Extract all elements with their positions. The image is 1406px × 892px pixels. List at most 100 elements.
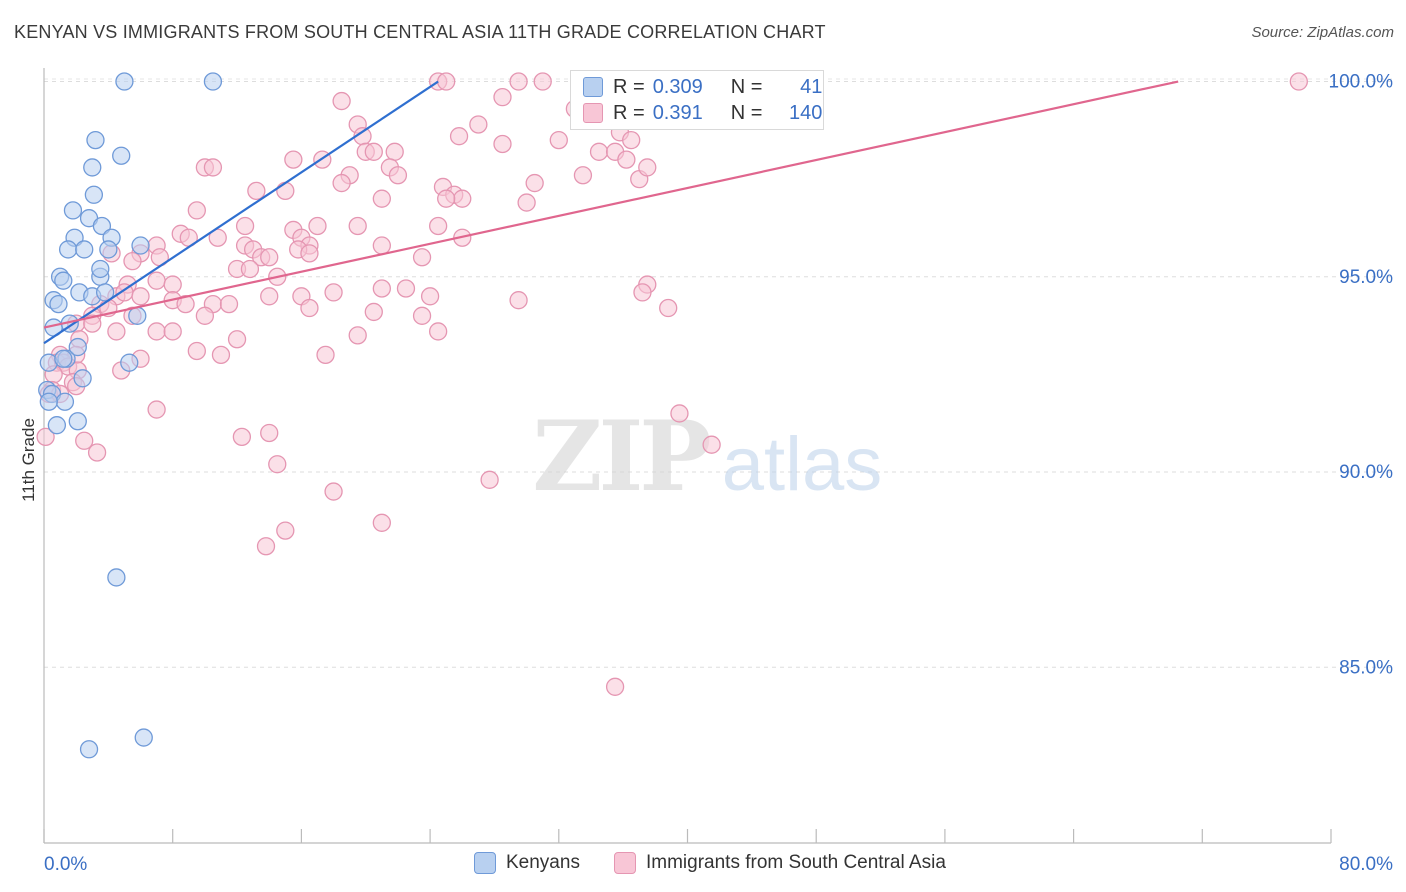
immigrant-point: [176, 294, 195, 314]
chart-title: KENYAN VS IMMIGRANTS FROM SOUTH CENTRAL …: [14, 22, 826, 42]
immigrant-point: [633, 283, 652, 302]
y-axis-label: 11th Grade: [19, 418, 38, 502]
immigrant-point: [260, 248, 279, 267]
kenyan-point: [73, 369, 92, 388]
immigrant-point: [332, 91, 351, 111]
kenyan-point: [83, 158, 102, 177]
series-legend: Kenyans Immigrants from South Central As…: [0, 850, 1406, 878]
immigrant-point: [364, 302, 383, 322]
immigrant-point: [131, 287, 150, 306]
immigrant-point: [702, 435, 721, 454]
kenyan-point: [92, 216, 112, 236]
immigrant-point: [412, 248, 432, 267]
immigrant-point: [300, 244, 319, 263]
kenyan-point: [107, 568, 126, 587]
kenyan-point: [95, 283, 115, 302]
kenyan-point: [86, 130, 105, 150]
immigrant-point: [533, 72, 552, 91]
immigrant-point: [268, 455, 287, 474]
immigrant-point: [517, 193, 536, 212]
immigrant-point: [493, 87, 512, 107]
immigrant-point: [372, 189, 391, 208]
immigrant-point: [147, 322, 166, 341]
immigrant-point: [364, 142, 383, 161]
legend-r-label: R =: [613, 75, 645, 98]
immigrant-point: [659, 298, 678, 318]
kenyan-point: [54, 349, 73, 368]
legend-item-immigrants[interactable]: Immigrants from South Central Asia: [614, 852, 946, 874]
legend-label-immigrants: Immigrants from South Central Asia: [646, 852, 946, 873]
kenyan-trend-line: [43, 80, 439, 345]
immigrant-point: [107, 322, 126, 341]
legend-r-label: R =: [613, 101, 645, 124]
immigrant-point: [324, 482, 343, 501]
immigrant-point: [348, 326, 367, 345]
immigrant-point: [670, 404, 689, 423]
kenyan-point: [91, 259, 110, 279]
legend-item-kenyans[interactable]: Kenyans: [474, 852, 580, 874]
watermark: ZIP atlas: [532, 400, 882, 513]
tick-labels: 100.0% 95.0% 90.0% 85.0% 0.0% 80.0%: [44, 72, 1393, 875]
kenyan-point: [58, 240, 78, 259]
trend-lines: [43, 80, 1179, 345]
stats-legend: R = 0.309 N = 41 R = 0.391 N = 140: [570, 70, 824, 130]
kenyan-point: [47, 416, 67, 435]
kenyan-point: [112, 146, 131, 165]
x-tick-label: 80.0%: [1339, 854, 1393, 875]
immigrant-point: [509, 291, 528, 310]
immigrant-point: [437, 189, 456, 208]
x-tick-label: 0.0%: [44, 854, 87, 875]
immigrant-point: [420, 287, 440, 306]
y-tick-label: 100.0%: [1329, 72, 1394, 93]
legend-swatch-immigrants: [614, 852, 636, 874]
immigrant-point: [428, 216, 448, 236]
immigrant-point: [260, 423, 279, 443]
immigrant-point: [247, 181, 266, 201]
kenyan-point: [63, 201, 83, 220]
immigrant-point: [385, 142, 404, 161]
immigrant-point: [87, 443, 107, 462]
kenyan-point: [84, 185, 104, 204]
watermark-atlas: atlas: [722, 422, 883, 507]
source-label: Source: ZipAtlas.com: [1251, 24, 1394, 41]
immigrant-point: [276, 181, 295, 201]
immigrant-point: [480, 470, 499, 489]
immigrant-point: [525, 173, 544, 193]
immigrant-point: [187, 341, 206, 361]
immigrant-point: [549, 130, 568, 150]
immigrant-point: [316, 345, 335, 365]
immigrant-point: [36, 427, 55, 447]
immigrant-point: [437, 72, 456, 91]
immigrant-point: [276, 521, 295, 540]
legend-n-label: N =: [730, 75, 763, 98]
immigrant-point: [332, 173, 351, 193]
immigrant-point: [453, 189, 472, 208]
immigrant-point: [589, 142, 609, 161]
kenyan-point: [79, 740, 99, 759]
immigrant-point: [235, 216, 255, 236]
kenyan-point: [134, 728, 153, 747]
immigrant-point: [449, 127, 469, 146]
kenyan-point: [115, 72, 134, 91]
immigrant-point: [83, 314, 102, 333]
immigrant-point: [75, 431, 94, 450]
legend-row-kenyans: R = 0.309 N = 41: [583, 75, 822, 99]
kenyan-point: [203, 72, 223, 91]
immigrant-point: [260, 287, 279, 306]
legend-n-value-immigrants: 140: [789, 101, 823, 124]
immigrant-point: [208, 228, 227, 247]
kenyan-point: [120, 353, 139, 372]
kenyan-point: [49, 294, 68, 314]
immigrant-point: [187, 201, 206, 220]
immigrant-point: [163, 322, 182, 341]
kenyan-point: [68, 337, 87, 357]
immigrant-point: [493, 134, 512, 154]
y-tick-label: 95.0%: [1339, 267, 1393, 288]
immigrant-point: [388, 166, 408, 185]
legend-swatch-immigrants: [583, 103, 603, 123]
kenyan-point: [131, 236, 150, 255]
immigrant-point: [372, 513, 391, 532]
legend-swatch-kenyans: [474, 852, 496, 874]
immigrant-point: [622, 130, 641, 150]
